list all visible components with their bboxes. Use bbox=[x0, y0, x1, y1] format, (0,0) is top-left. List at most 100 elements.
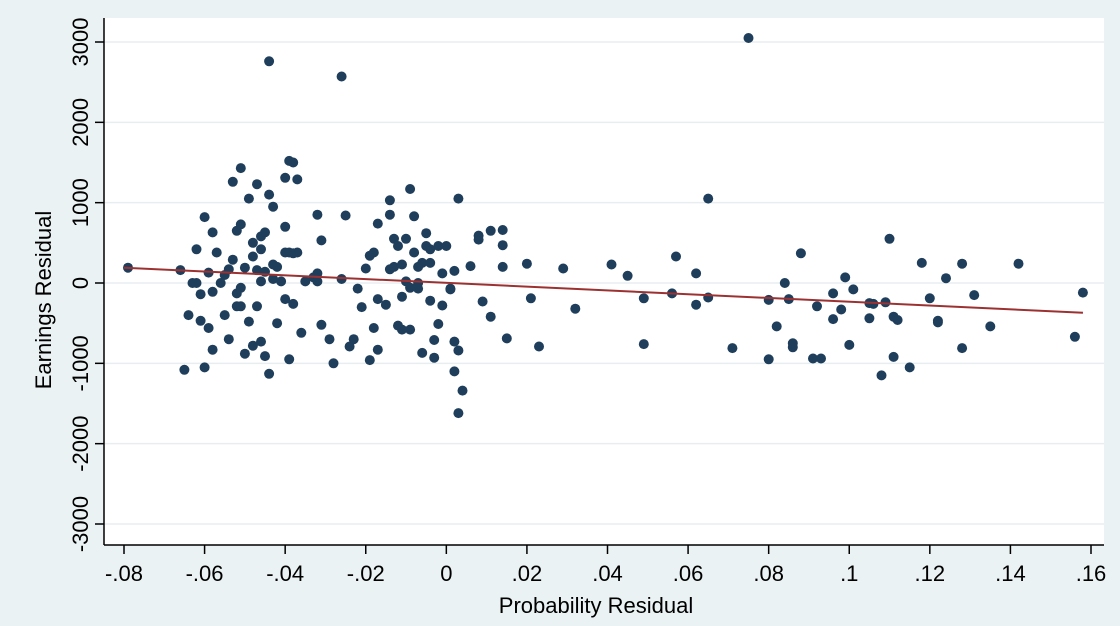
data-point-45 bbox=[260, 227, 270, 238]
data-point-91 bbox=[372, 294, 383, 305]
x-tick-label-3: -.02 bbox=[347, 561, 385, 586]
data-point-89 bbox=[368, 323, 379, 333]
data-point-6 bbox=[191, 278, 202, 288]
data-point-38 bbox=[252, 179, 262, 190]
data-point-40 bbox=[252, 265, 262, 276]
data-point-86 bbox=[360, 263, 371, 274]
data-point-123 bbox=[429, 352, 440, 363]
data-point-84 bbox=[352, 283, 363, 294]
data-point-17 bbox=[215, 278, 226, 288]
data-point-103 bbox=[397, 324, 407, 335]
data-point-79 bbox=[336, 71, 347, 82]
data-point-31 bbox=[239, 262, 250, 273]
data-point-94 bbox=[380, 299, 391, 310]
data-point-121 bbox=[425, 244, 436, 255]
data-point-87 bbox=[364, 355, 375, 366]
x-tick-label-0: -.08 bbox=[105, 561, 143, 586]
y-tick-label-4: 1000 bbox=[68, 178, 93, 227]
data-point-147 bbox=[501, 333, 512, 344]
data-point-166 bbox=[763, 354, 774, 365]
data-point-127 bbox=[437, 300, 448, 311]
data-point-105 bbox=[401, 233, 411, 244]
x-axis-title: Probability Residual bbox=[499, 593, 693, 618]
data-point-21 bbox=[223, 334, 234, 345]
data-point-196 bbox=[941, 273, 951, 284]
data-point-168 bbox=[779, 278, 790, 288]
data-point-181 bbox=[848, 284, 859, 295]
x-tick-label-10: .12 bbox=[915, 561, 946, 586]
y-axis: -3000 -2000 -1000 0 1000 2000 3000 bbox=[68, 18, 105, 552]
data-point-132 bbox=[449, 366, 460, 377]
y-tick-label-1: -2000 bbox=[68, 416, 93, 472]
data-point-141 bbox=[477, 296, 488, 307]
data-point-75 bbox=[316, 235, 327, 246]
data-point-200 bbox=[985, 321, 996, 332]
data-point-50 bbox=[264, 56, 275, 67]
data-point-51 bbox=[268, 201, 279, 212]
data-point-54 bbox=[272, 318, 283, 329]
data-point-102 bbox=[397, 291, 407, 302]
data-point-184 bbox=[868, 298, 879, 309]
data-point-7 bbox=[195, 315, 206, 326]
data-point-57 bbox=[280, 172, 291, 183]
fit-line bbox=[123, 266, 1083, 314]
data-point-64 bbox=[288, 298, 299, 309]
data-point-133 bbox=[449, 265, 460, 276]
y-tick-label-5: 2000 bbox=[68, 98, 93, 147]
data-point-134 bbox=[453, 345, 464, 356]
data-point-95 bbox=[384, 209, 395, 220]
data-point-76 bbox=[316, 319, 327, 330]
data-point-135 bbox=[453, 193, 464, 204]
data-point-22 bbox=[227, 254, 238, 265]
data-point-172 bbox=[795, 248, 806, 259]
data-point-39 bbox=[252, 301, 262, 312]
data-point-175 bbox=[816, 353, 826, 364]
data-point-161 bbox=[703, 193, 714, 204]
data-point-42 bbox=[256, 336, 266, 347]
data-point-63 bbox=[284, 354, 295, 365]
data-point-108 bbox=[405, 282, 416, 293]
data-point-19 bbox=[219, 310, 230, 321]
data-point-16 bbox=[211, 247, 222, 258]
data-point-55 bbox=[272, 261, 283, 272]
data-point-201 bbox=[1013, 258, 1024, 269]
data-point-32 bbox=[239, 348, 250, 359]
y-axis-title: Earnings Residual bbox=[31, 211, 56, 390]
data-point-120 bbox=[425, 257, 436, 268]
x-tick-label-12: .16 bbox=[1076, 561, 1107, 586]
data-point-59 bbox=[280, 294, 291, 305]
data-point-148 bbox=[521, 258, 532, 269]
data-point-96 bbox=[384, 195, 395, 206]
data-point-8 bbox=[195, 289, 206, 300]
data-point-27 bbox=[235, 163, 246, 174]
data-point-85 bbox=[356, 302, 367, 313]
data-point-185 bbox=[876, 370, 887, 381]
x-tick-label-7: .06 bbox=[673, 561, 704, 586]
data-point-56 bbox=[276, 276, 287, 287]
data-point-100 bbox=[393, 241, 403, 251]
data-point-124 bbox=[433, 241, 444, 251]
data-point-164 bbox=[743, 33, 754, 43]
data-point-192 bbox=[916, 257, 927, 268]
data-point-167 bbox=[771, 321, 782, 332]
data-point-93 bbox=[372, 344, 383, 355]
x-tick-label-2: -.04 bbox=[266, 561, 304, 586]
data-point-98 bbox=[389, 261, 399, 272]
data-point-10 bbox=[199, 362, 210, 373]
x-tick-label-6: .04 bbox=[592, 561, 623, 586]
data-point-33 bbox=[243, 193, 254, 204]
x-tick-label-5: .02 bbox=[512, 561, 543, 586]
x-axis: -.08 -.06 -.04 -.02 0 .02 .04 .06 .08 .1 .12 .14 .16 bbox=[104, 544, 1107, 586]
data-point-165 bbox=[763, 294, 774, 305]
data-point-67 bbox=[292, 174, 303, 185]
data-point-130 bbox=[445, 283, 456, 294]
data-point-35 bbox=[247, 251, 258, 262]
data-point-110 bbox=[409, 211, 420, 222]
data-point-49 bbox=[264, 368, 275, 379]
data-point-119 bbox=[425, 295, 436, 306]
data-point-90 bbox=[368, 247, 379, 258]
data-point-5 bbox=[191, 244, 202, 255]
data-point-80 bbox=[336, 274, 347, 284]
data-point-48 bbox=[264, 189, 275, 200]
